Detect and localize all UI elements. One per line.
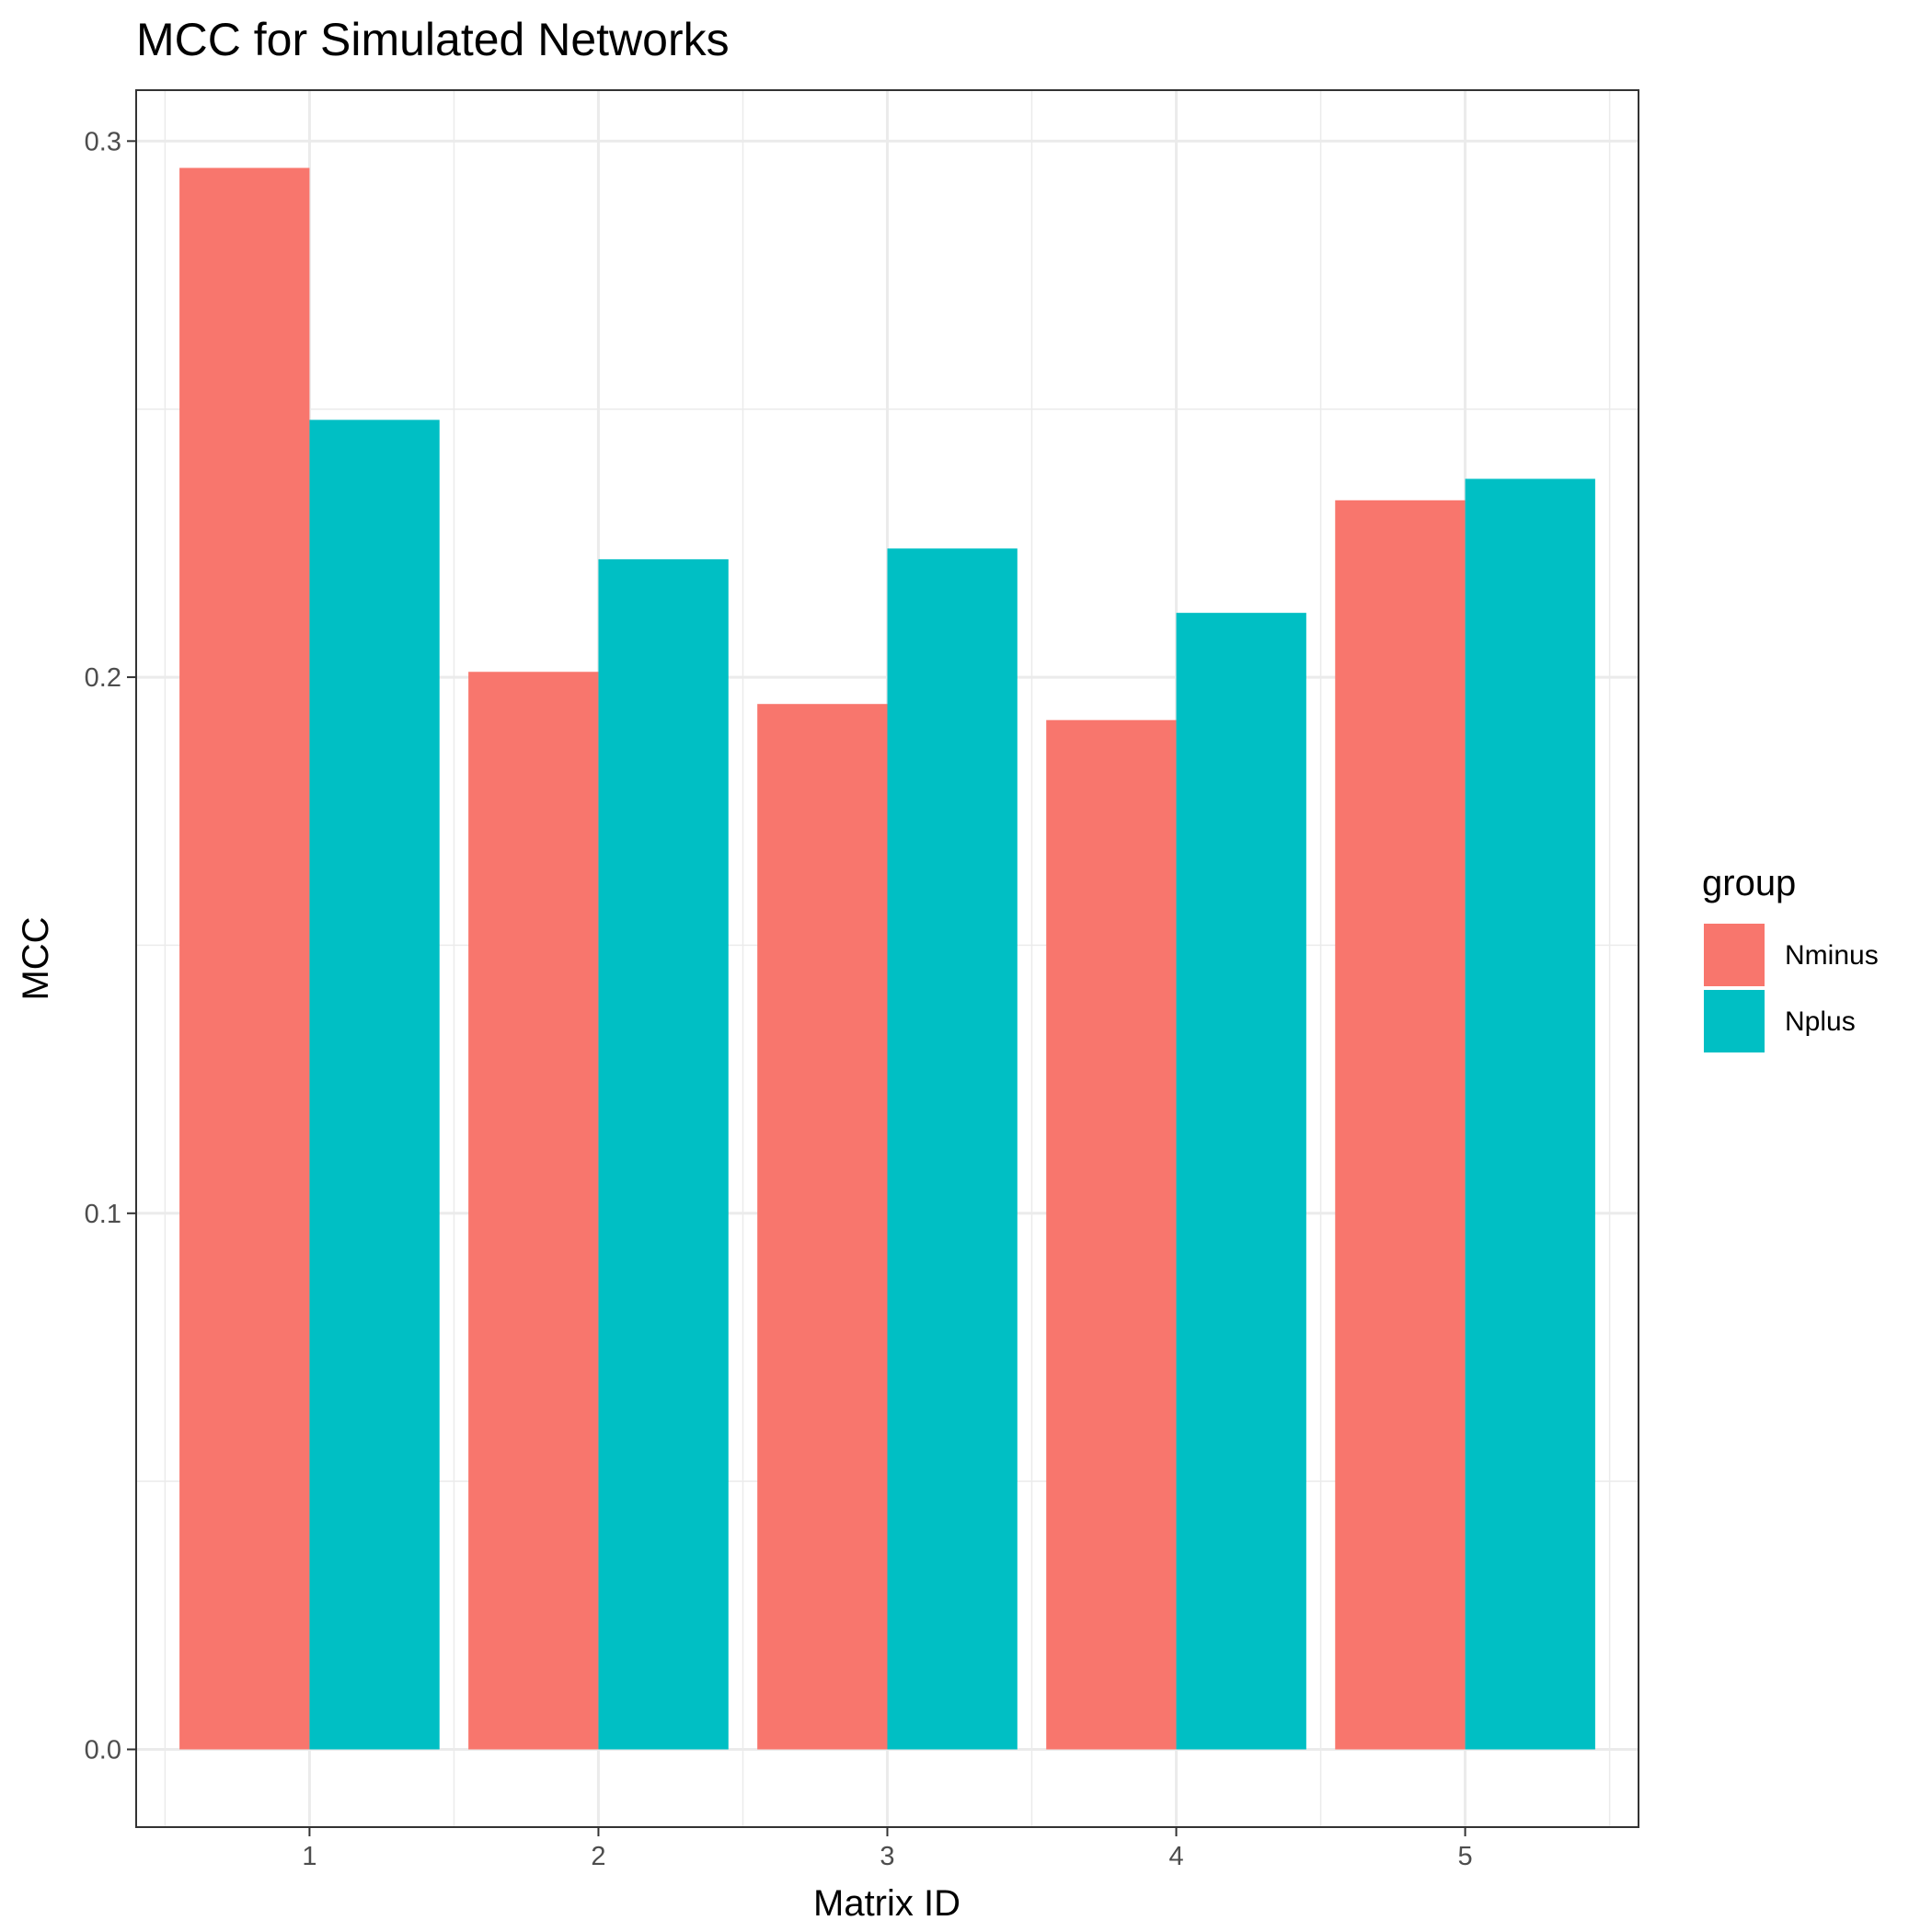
x-tick-label: 1 <box>302 1842 316 1871</box>
y-tick-label: 0.3 <box>85 127 121 156</box>
bar-nminus-2 <box>468 672 599 1750</box>
y-tick-label: 0.1 <box>85 1200 121 1229</box>
legend-label-nplus: Nplus <box>1785 1006 1856 1037</box>
x-tick-label: 3 <box>880 1842 894 1871</box>
legend-title: group <box>1702 863 1796 903</box>
bar-nminus-1 <box>179 167 310 1750</box>
legend: group Nminus Nplus <box>1702 863 1879 1052</box>
x-axis-title: Matrix ID <box>813 1883 960 1924</box>
bar-nminus-4 <box>1046 719 1177 1750</box>
legend-key-nplus <box>1704 990 1765 1052</box>
y-tick-label: 0.2 <box>85 663 121 693</box>
x-tick-label: 2 <box>591 1842 605 1871</box>
legend-key-nminus <box>1704 924 1765 986</box>
y-tick-label: 0.0 <box>85 1736 121 1765</box>
bar-nplus-2 <box>598 558 729 1750</box>
y-axis-ticks: 0.0 0.1 0.2 0.3 <box>85 127 136 1765</box>
bar-nplus-3 <box>887 548 1018 1750</box>
y-axis-title: MCC <box>16 916 56 1000</box>
chart-title: MCC for Simulated Networks <box>136 14 730 65</box>
bar-nplus-1 <box>309 420 440 1750</box>
bars <box>179 167 1595 1750</box>
bar-nminus-3 <box>757 704 888 1750</box>
bar-nplus-5 <box>1465 478 1595 1750</box>
x-axis-ticks: 1 2 3 4 5 <box>302 1827 1473 1871</box>
legend-label-nminus: Nminus <box>1785 940 1879 971</box>
x-tick-label: 5 <box>1458 1842 1473 1871</box>
bar-nminus-5 <box>1335 500 1466 1750</box>
bar-nplus-4 <box>1176 613 1306 1750</box>
x-tick-label: 4 <box>1168 1842 1183 1871</box>
